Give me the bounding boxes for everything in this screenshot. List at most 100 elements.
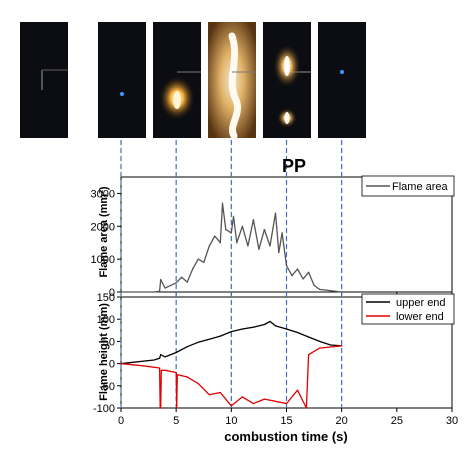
- series-upper-end-point: [175, 351, 177, 354]
- x-tick-label: 15: [280, 415, 292, 427]
- series-upper-end-point: [307, 336, 310, 338]
- photo-frame: [98, 22, 146, 138]
- series-upper-end-point: [285, 328, 288, 330]
- series-flame-area-point: [269, 245, 271, 247]
- series-upper-end-point: [164, 356, 166, 358]
- series-lower-end-point: [208, 394, 210, 396]
- blue-flame: [340, 70, 344, 74]
- series-lower-end-point: [263, 398, 266, 400]
- series-lower-end-point: [305, 407, 307, 409]
- series-upper-end-point: [274, 325, 277, 327]
- series-flame-area-point: [192, 268, 194, 270]
- bottom-y-tick-label: 150: [97, 292, 115, 304]
- series-upper-end-point: [159, 357, 161, 359]
- series-lower-end-point: [159, 367, 161, 369]
- bottom-y-tick-label: 100: [97, 314, 115, 326]
- series-lower-end-point: [120, 363, 122, 365]
- series-flame-area-point: [307, 271, 310, 273]
- series-upper-end-point: [319, 340, 321, 342]
- legend-label-flame-area: Flame area: [392, 181, 449, 193]
- bottom-y-tick-label: 50: [103, 336, 115, 348]
- series-lower-end-point: [160, 407, 162, 409]
- flame-core: [228, 32, 241, 140]
- series-lower-end-point: [186, 376, 188, 378]
- series-flame-area-point: [302, 278, 304, 280]
- series-upper-end-point: [230, 331, 232, 333]
- x-tick-label: 10: [225, 415, 237, 427]
- series-flame-area: [121, 202, 342, 293]
- series-flame-area-point: [197, 258, 199, 260]
- legend-label-upper-end: upper end: [396, 297, 446, 309]
- series-flame-area-point: [203, 261, 205, 264]
- series-upper-end-point: [330, 344, 332, 346]
- blue-flame: [120, 92, 124, 96]
- series-flame-area-point: [221, 202, 224, 204]
- series-upper-end-point: [186, 346, 188, 348]
- bottom-y-tick-label: 0: [109, 359, 115, 371]
- series-lower-end-point: [230, 405, 232, 407]
- series-lower-end-point: [176, 407, 178, 409]
- series-lower-end-point: [241, 396, 243, 398]
- series-flame-area-point: [341, 291, 343, 293]
- x-axis-title: combustion time (s): [224, 429, 348, 444]
- bottom-legend: upper end lower end: [361, 293, 455, 325]
- x-tick-label: 20: [336, 415, 348, 427]
- series-upper-end-point: [197, 341, 199, 343]
- series-layer: [120, 202, 343, 409]
- series-flame-area-point: [225, 228, 227, 231]
- series-lower-end-point: [176, 374, 178, 376]
- series-lower-end-point: [219, 391, 221, 394]
- photo-background: [20, 22, 68, 138]
- x-tick-label: 25: [391, 415, 403, 427]
- series-lower-end-point: [285, 402, 288, 405]
- series-flame-area-point: [153, 291, 155, 293]
- series-flame-area-point: [281, 232, 283, 234]
- top-y-tick-label: 3000: [91, 188, 115, 200]
- top-legend: Flame area: [361, 175, 455, 197]
- bottom-y-axis-title: Flame height (mm): [98, 303, 110, 401]
- top-y-tick-label: 2000: [91, 221, 115, 233]
- series-flame-area-point: [181, 276, 183, 278]
- top-y-tick-label: 1000: [91, 254, 115, 266]
- series-lower-end-point: [319, 347, 321, 349]
- bottom-legend-box: [361, 293, 455, 325]
- series-flame-area-point: [230, 232, 232, 234]
- material-label: PP: [282, 156, 306, 176]
- photo-background: [98, 22, 146, 138]
- photo-background: [318, 22, 366, 138]
- series-flame-area-point: [186, 281, 188, 283]
- series-upper-end-point: [219, 335, 221, 337]
- series-flame-area-point: [175, 282, 177, 284]
- series-flame-area-point: [219, 242, 221, 244]
- series-flame-area-point: [274, 212, 277, 214]
- series-flame-area-point: [247, 245, 249, 247]
- bottom-y-tick-label: -100: [93, 403, 115, 415]
- series-upper-end-point: [269, 320, 271, 323]
- series-flame-area-point: [164, 287, 166, 289]
- x-tick-label: 30: [446, 415, 458, 427]
- photo-strip: [20, 22, 366, 140]
- top-y-tick-label: 0: [109, 287, 115, 299]
- series-upper-end-point: [252, 326, 254, 328]
- x-tick-label: 5: [173, 415, 179, 427]
- series-lower-end-point: [164, 369, 166, 371]
- series-lower-end-point: [175, 371, 177, 374]
- bottom-y-tick-label: -50: [99, 381, 115, 393]
- series-flame-area-point: [313, 284, 315, 287]
- series-upper-end-point: [296, 331, 299, 334]
- flame-core: [173, 91, 181, 109]
- series-upper-end-point: [263, 323, 266, 326]
- series-upper-end-point: [208, 338, 210, 340]
- series-lower-end-point: [252, 402, 254, 405]
- series-flame-area-point: [208, 245, 210, 247]
- series-flame-area-point: [159, 290, 161, 292]
- top-y-axis-title: Flame area (mm²): [98, 186, 110, 277]
- series-flame-area-point: [214, 235, 216, 237]
- series-upper-end: [120, 320, 342, 365]
- series-flame-area-point: [296, 268, 299, 270]
- photo-frame: [153, 22, 201, 138]
- photo-frame: [263, 22, 311, 138]
